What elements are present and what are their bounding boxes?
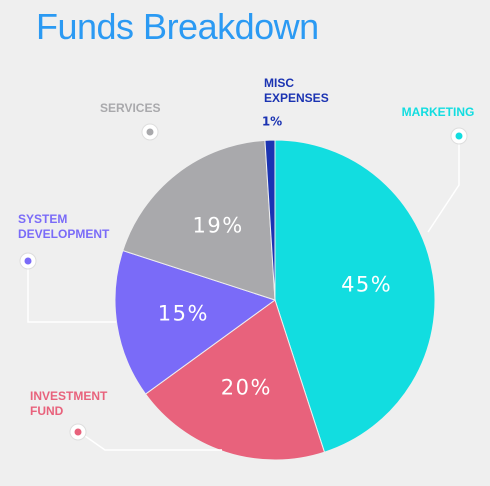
category-label: SERVICES <box>100 101 161 115</box>
value-label: 19% <box>193 214 244 238</box>
category-label: MARKETING <box>401 105 475 119</box>
label-dot <box>455 132 463 140</box>
pie-slice <box>144 299 326 461</box>
category-label: SYSTEM DEVELOPMENT <box>18 212 110 241</box>
value-label: 1% <box>262 115 282 129</box>
leader-line <box>84 435 222 451</box>
category-label: INVESTMENT FUND <box>30 389 108 418</box>
value-label: 15% <box>158 302 209 326</box>
pie-slice <box>122 139 276 301</box>
pie-slice <box>114 249 277 395</box>
pie-slice <box>264 139 276 301</box>
pie-slice <box>274 139 436 453</box>
label-dot <box>74 428 82 436</box>
leader-line <box>27 268 116 323</box>
category-label: MISC EXPENSES <box>264 76 329 105</box>
leader-line <box>427 143 460 233</box>
label-dot <box>146 128 154 136</box>
value-label: 45% <box>341 272 392 296</box>
label-dot <box>24 257 32 265</box>
value-label: 20% <box>221 375 272 399</box>
chart-title: Funds Breakdown <box>36 6 319 47</box>
